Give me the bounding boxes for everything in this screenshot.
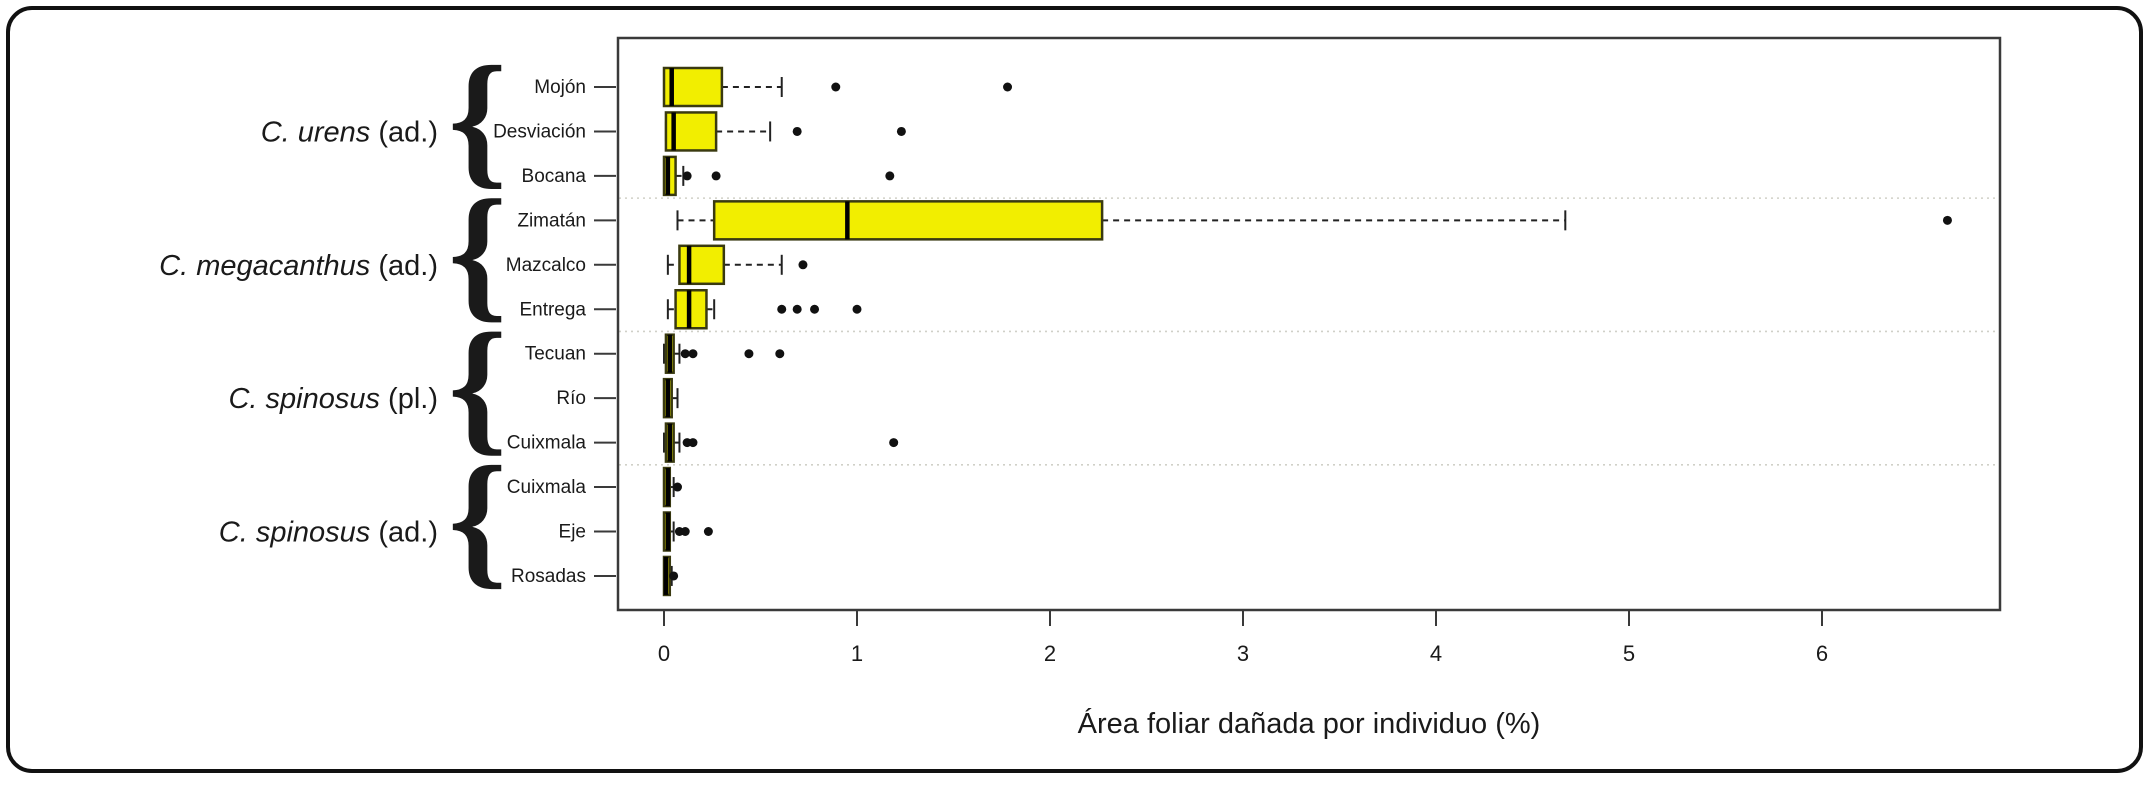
group-brace: { — [448, 303, 507, 469]
row-label: Eje — [559, 522, 586, 543]
row-label: Mazcalco — [506, 255, 586, 276]
group-brace: { — [448, 36, 507, 202]
row-label: Cuixmala — [507, 433, 587, 454]
outlier-dot — [688, 349, 698, 359]
row-label: Mojón — [534, 77, 586, 98]
boxplot-row-bocana-0: Bocana — [522, 155, 895, 197]
outlier-dot — [777, 304, 787, 314]
row-label: Tecuan — [525, 344, 586, 365]
outlier-dot — [682, 171, 692, 181]
boxplot-row-rosadas-3: Rosadas — [511, 555, 679, 597]
row-label: Zimatán — [517, 210, 586, 231]
boxplot-row-cuixmala-3: Cuixmala — [507, 466, 683, 508]
outlier-dot — [889, 438, 899, 448]
boxplot-row-mojon-0: Mojón — [534, 66, 1013, 108]
x-axis-tick-label: 2 — [1044, 641, 1056, 666]
outlier-dot — [669, 571, 679, 581]
boxplot-row-rio-2: Río — [556, 377, 679, 419]
row-label: Río — [556, 388, 586, 409]
outlier-dot — [744, 349, 754, 359]
boxplot-row-eje-3: Eje — [559, 511, 713, 552]
outlier-dot — [792, 126, 802, 136]
outlier-dot — [831, 82, 841, 92]
group-label-c-spinosus--ad-: C. spinosus (ad.) — [219, 517, 438, 549]
boxplot-chart: Mojón Desviación Bocana Zimatán Mazcalco Entr… — [159, 36, 2002, 666]
x-axis-tick-label: 4 — [1430, 641, 1442, 666]
x-axis-tick-label: 1 — [851, 641, 863, 666]
x-axis-tick-label: 6 — [1816, 641, 1828, 666]
plot-border — [616, 36, 2002, 612]
outlier-dot — [896, 126, 906, 136]
x-axis-tick-label: 0 — [658, 641, 670, 666]
outlier-dot — [1942, 215, 1952, 225]
outlier-dot — [792, 304, 802, 314]
outlier-dot — [703, 527, 713, 536]
x-axis-title: Área foliar dañada por individuo (%) — [1077, 708, 1541, 740]
outlier-dot — [775, 349, 785, 359]
outlier-dot — [711, 171, 721, 181]
group-label-c-megacanthus--ad-: C. megacanthus (ad.) — [159, 250, 438, 282]
outlier-dot — [673, 482, 683, 492]
outlier-dot — [680, 349, 690, 359]
boxplot-row-entrega-1: Entrega — [519, 289, 862, 330]
boxplot-row-cuixmala-2: Cuixmala — [507, 422, 899, 463]
boxplot-row-tecuan-2: Tecuan — [525, 333, 785, 374]
boxplot-row-zimatan-1: Zimatán — [517, 200, 1952, 241]
boxplot-row-mazcalco-1: Mazcalco — [506, 244, 808, 286]
box-rect — [678, 244, 726, 286]
x-axis-tick-label: 5 — [1623, 641, 1635, 666]
group-label-c-spinosus--pl-: C. spinosus (pl.) — [228, 383, 438, 415]
row-label: Desviación — [493, 121, 586, 142]
group-brace: { — [448, 169, 507, 335]
outlier-dot — [852, 304, 862, 314]
row-label: Bocana — [522, 166, 587, 187]
x-axis-tick-label: 3 — [1237, 641, 1249, 666]
box-rect — [712, 200, 1104, 241]
outlier-dot — [810, 304, 820, 314]
outlier-dot — [798, 260, 808, 270]
outlier-dot — [1003, 82, 1013, 92]
row-label: Cuixmala — [507, 477, 587, 498]
boxplot-row-desviacion-0: Desviación — [493, 111, 906, 152]
figure-frame: Mojón Desviación Bocana Zimatán Mazcalco Entr… — [6, 6, 2143, 773]
row-label: Entrega — [519, 299, 586, 320]
outlier-dot — [680, 527, 690, 536]
group-label-c-urens--ad-: C. urens (ad.) — [261, 116, 438, 148]
row-label: Rosadas — [511, 566, 586, 587]
outlier-dot — [885, 171, 895, 181]
outlier-dot — [688, 438, 698, 448]
group-brace: { — [448, 436, 507, 602]
